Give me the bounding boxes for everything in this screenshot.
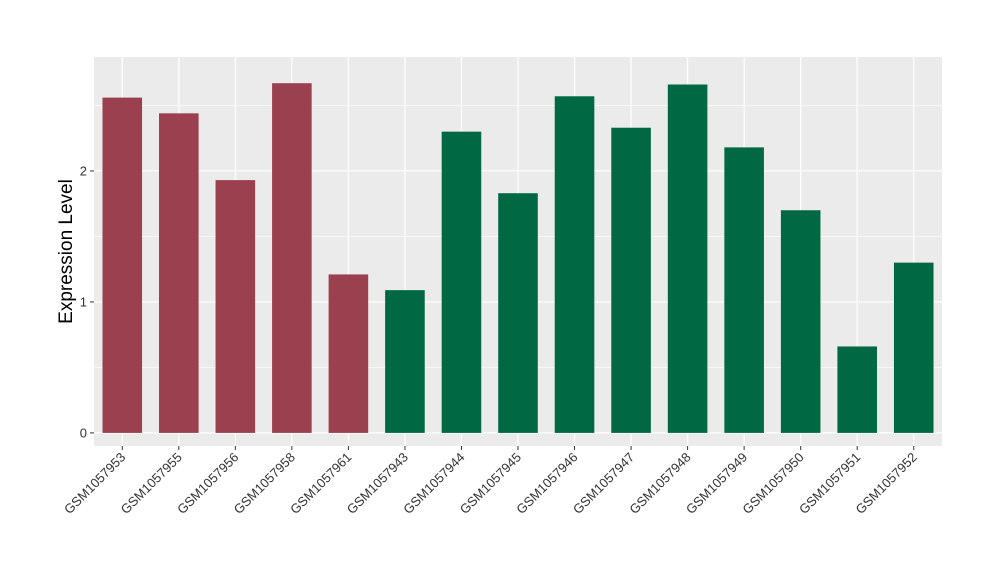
bar-GSM1057945	[498, 193, 538, 433]
bars	[102, 83, 934, 433]
bar-GSM1057943	[385, 290, 425, 433]
bar-GSM1057958	[272, 83, 312, 433]
bar-GSM1057955	[159, 113, 199, 433]
bar-GSM1057947	[611, 127, 651, 433]
bar-GSM1057961	[328, 274, 369, 433]
bar-GSM1057951	[837, 346, 877, 433]
y-tick-label: 0	[80, 425, 87, 440]
bar-GSM1057952	[893, 262, 934, 433]
bar-GSM1057953	[102, 97, 143, 433]
bar-GSM1057946	[554, 96, 595, 433]
bar-GSM1057956	[215, 180, 256, 433]
y-axis-title: Expression Level	[56, 179, 77, 324]
bar-GSM1057948	[667, 84, 708, 433]
y-tick-label: 1	[80, 294, 87, 309]
bar-GSM1057944	[441, 131, 482, 433]
y-tick-label: 2	[80, 163, 87, 178]
y-axis: 0 1 2	[80, 163, 94, 440]
bar-GSM1057949	[724, 147, 764, 433]
bar-GSM1057950	[780, 210, 821, 433]
x-axis: GSM1057953GSM1057955GSM1057956GSM1057958…	[61, 446, 920, 517]
